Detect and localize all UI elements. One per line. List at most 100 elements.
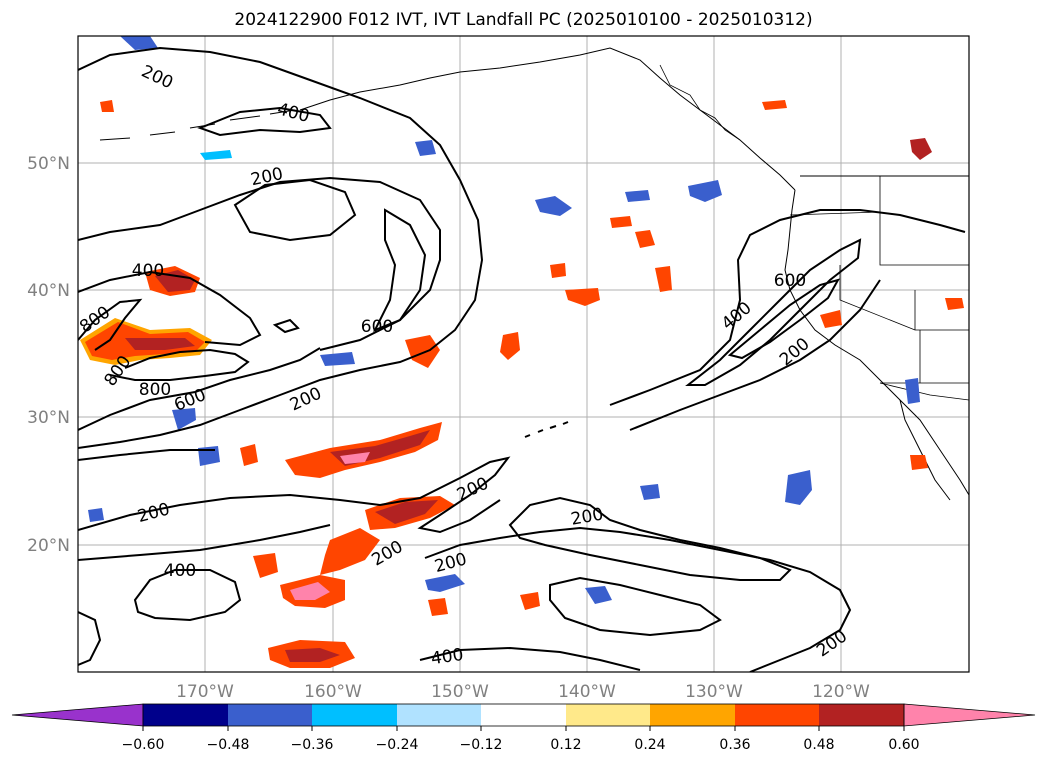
positive-region (155, 270, 195, 292)
longitude-labels: 170°W 160°W 150°W 140°W 130°W 120°W (176, 682, 870, 702)
colorbar: −0.60 −0.48 −0.36 −0.24 −0.12 0.12 0.24 … (11, 703, 1036, 753)
colorbar-tick-label: 0.12 (550, 737, 581, 753)
lon-label-160w: 160°W (304, 682, 362, 702)
positive-region (610, 216, 632, 228)
contour-label: 600 (361, 317, 393, 337)
latitude-labels: 50°N 40°N 30°N 20°N (27, 154, 70, 556)
positive-region (520, 592, 540, 610)
ivt-contour-200 (78, 456, 511, 534)
colorbar-bin (312, 704, 397, 726)
lat-label-30n: 30°N (27, 408, 70, 428)
colorbar-tick-label: 0.60 (888, 737, 919, 753)
ivt-contour-200-inner (233, 178, 357, 242)
positive-region (550, 263, 566, 278)
negative-region (640, 484, 660, 500)
ivt-contour-400 (419, 646, 641, 671)
ivt-contour-800 (109, 348, 250, 381)
state-borders (789, 176, 969, 384)
lon-label-140w: 140°W (558, 682, 616, 702)
positive-region (910, 455, 928, 470)
positive-region (405, 335, 440, 368)
negative-region (785, 470, 812, 505)
negative-region (905, 378, 920, 404)
lon-label-120w: 120°W (812, 682, 870, 702)
negative-region (688, 180, 722, 202)
ivt-contour-200 (78, 176, 441, 351)
positive-region (290, 582, 330, 600)
negative-region (320, 352, 355, 366)
colorbar-bin (650, 704, 735, 726)
ivt-contour-200 (78, 524, 331, 561)
colorbar-tick-label: 0.48 (803, 737, 834, 753)
contour-label: 400 (164, 561, 196, 581)
negative-region (120, 36, 158, 50)
ivt-contour-400 (78, 270, 262, 347)
positive-region (500, 332, 520, 360)
lat-label-50n: 50°N (27, 154, 70, 174)
colorbar-bin (819, 704, 904, 726)
colorbar-bin (735, 704, 819, 726)
hawaii-islands (524, 421, 569, 438)
ivt-contour-200 (78, 611, 102, 666)
negative-region (425, 574, 465, 592)
colorbar-bin (397, 704, 481, 726)
negative-region (535, 196, 572, 216)
negative-region (172, 408, 196, 430)
negative-region (625, 190, 650, 202)
contour-label: 800 (139, 380, 171, 400)
positive-region (565, 288, 600, 306)
colorbar-tick-label: −0.36 (291, 737, 334, 753)
ivt-contour-200-inner (508, 496, 792, 581)
ivt-contour-400 (685, 238, 862, 386)
positive-region (100, 100, 114, 112)
negative-region (585, 586, 612, 604)
ivt-contour-400 (133, 569, 242, 622)
positive-region (945, 298, 964, 310)
ivt-contour-200 (78, 449, 215, 461)
positive-region (320, 528, 380, 575)
lon-label-130w: 130°W (685, 682, 743, 702)
positive-region (428, 598, 448, 616)
colorbar-tick-label: 0.36 (719, 737, 750, 753)
map-panel: 200 400 200 400 800 800 800 600 600 200 … (78, 36, 969, 672)
ivt-contour-800 (78, 298, 143, 351)
colorbar-tick-labels: −0.60 −0.48 −0.36 −0.24 −0.12 0.12 0.24 … (122, 737, 920, 753)
negative-region (200, 150, 232, 160)
contour-label: 600 (774, 271, 806, 291)
coastlines (99, 47, 969, 501)
positive-region (375, 500, 438, 524)
lon-label-150w: 150°W (431, 682, 489, 702)
ivt-contour-200 (609, 209, 966, 406)
positive-region (762, 100, 787, 110)
positive-region (340, 452, 370, 464)
colorbar-bin (228, 704, 312, 726)
positive-region (820, 310, 842, 328)
lon-label-170w: 170°W (176, 682, 234, 702)
positive-region (285, 648, 340, 662)
colorbar-tick-label: −0.24 (376, 737, 419, 753)
negative-region (415, 140, 436, 156)
positive-region (240, 444, 258, 466)
ivt-contour-600 (727, 278, 841, 360)
bc-inside-passage (659, 64, 741, 141)
ivt-contour-600 (78, 347, 321, 431)
ivt-contour-600 (372, 208, 427, 332)
map-title: 2024122900 F012 IVT, IVT Landfall PC (20… (234, 10, 813, 30)
positive-region (910, 138, 932, 160)
colorbar-bin (566, 704, 650, 726)
west-coast-usa (784, 189, 969, 496)
contour-label: 400 (430, 645, 465, 669)
positive-region (635, 230, 655, 248)
map-frame (77, 35, 970, 673)
colorbar-ticks (142, 726, 905, 731)
lat-label-40n: 40°N (27, 281, 70, 301)
positive-region (655, 266, 672, 292)
colorbar-tick-label: 0.24 (634, 737, 665, 753)
ivt-contour-400 (197, 106, 332, 137)
positive-region (125, 338, 195, 350)
ivt-contours (78, 46, 966, 672)
colorbar-bin (481, 704, 566, 726)
colorbar-tick-label: −0.48 (207, 737, 250, 753)
positive-region (253, 553, 278, 578)
colorbar-extend-high (903, 703, 1036, 727)
